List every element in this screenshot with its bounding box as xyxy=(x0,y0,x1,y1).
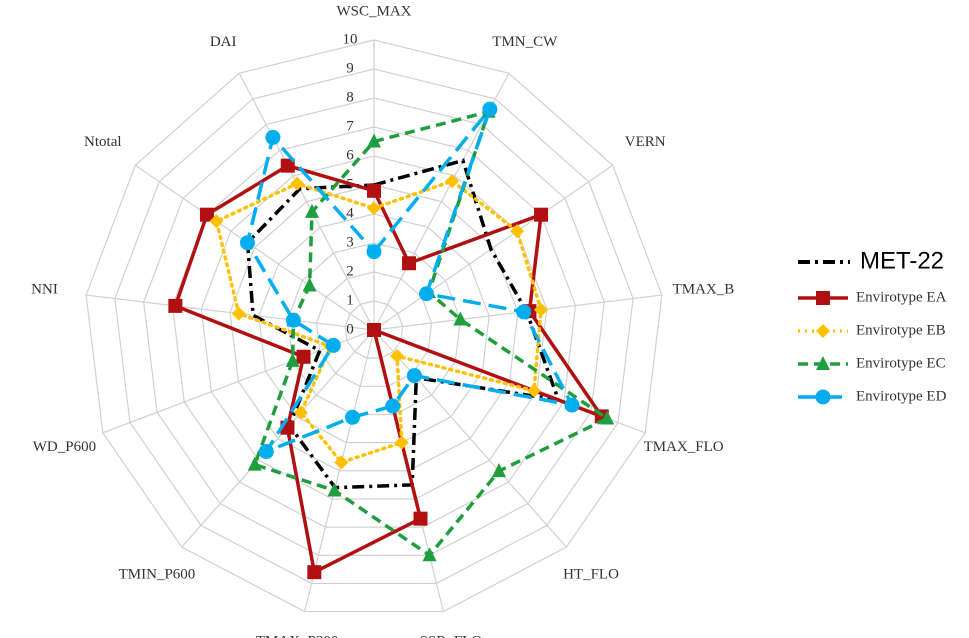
data-point xyxy=(307,565,322,580)
tick-label: 6 xyxy=(346,147,354,163)
axis-label: TMN_CW xyxy=(492,34,558,50)
data-point xyxy=(516,304,532,320)
spoke xyxy=(373,329,567,548)
data-point xyxy=(168,298,183,313)
data-point xyxy=(385,398,401,414)
axis-label: TMAX_P300 xyxy=(256,633,339,638)
data-point xyxy=(293,405,308,420)
data-point xyxy=(296,349,311,364)
series-line xyxy=(245,108,576,456)
data-point xyxy=(510,224,525,239)
data-point xyxy=(344,409,360,425)
tick-label: 0 xyxy=(346,321,354,337)
data-point xyxy=(367,183,381,198)
data-point xyxy=(285,352,300,367)
data-point xyxy=(280,158,295,173)
data-point xyxy=(231,306,246,321)
legend-marker xyxy=(815,389,831,405)
series-line xyxy=(173,163,607,575)
data-point xyxy=(445,174,460,189)
grid-ring xyxy=(229,184,519,472)
data-point xyxy=(564,397,580,413)
spoke xyxy=(373,164,614,331)
data-point xyxy=(240,235,256,251)
data-point xyxy=(327,482,342,497)
data-point xyxy=(199,207,214,222)
data-point xyxy=(305,203,320,218)
data-point xyxy=(290,176,305,191)
data-point xyxy=(367,133,381,148)
data-point xyxy=(533,302,548,317)
data-point xyxy=(419,286,435,302)
tick-label: 10 xyxy=(343,31,358,47)
spoke xyxy=(304,329,375,612)
legend-label: Envirotype EA xyxy=(856,289,947,305)
axis-label: SSR_FLO xyxy=(420,633,483,638)
axis-label: DAI xyxy=(210,34,237,50)
axis-label: WSC_MAX xyxy=(336,3,411,19)
grid-ring xyxy=(344,300,404,359)
data-point xyxy=(491,463,506,478)
data-point xyxy=(422,547,437,562)
data-point xyxy=(247,456,262,471)
data-point xyxy=(453,311,468,326)
tick-label: 4 xyxy=(346,205,354,221)
spoke xyxy=(86,294,375,331)
data-point xyxy=(482,101,498,117)
data-point xyxy=(325,337,341,353)
data-point xyxy=(413,511,428,526)
legend-label: Envirotype EB xyxy=(856,322,946,338)
data-point xyxy=(258,444,274,460)
data-point xyxy=(406,368,422,384)
spoke xyxy=(134,164,375,331)
data-point xyxy=(367,323,381,337)
tick-label: 7 xyxy=(346,118,354,134)
tick-label: 2 xyxy=(346,263,354,279)
grid-ring xyxy=(315,271,433,387)
spoke xyxy=(181,329,375,548)
axis-label: WD_P600 xyxy=(33,439,96,455)
axis-label: TMAX_B xyxy=(673,281,735,297)
tick-label: 8 xyxy=(346,89,354,105)
grid-ring xyxy=(114,68,634,585)
data-point xyxy=(390,349,405,364)
legend-label: MET-22 xyxy=(860,247,944,274)
data-point xyxy=(302,277,317,292)
data-point xyxy=(534,207,549,222)
grid-ring xyxy=(143,97,605,556)
legend-label: Envirotype EC xyxy=(856,355,946,371)
data-point xyxy=(600,410,615,425)
data-point xyxy=(526,383,541,398)
data-point xyxy=(367,201,381,216)
legend-label: Envirotype ED xyxy=(856,388,947,404)
data-point xyxy=(394,435,409,450)
axis-label: Ntotal xyxy=(84,134,122,150)
grid-ring xyxy=(258,213,490,444)
grid-ring xyxy=(287,242,461,416)
axis-label: VERN xyxy=(625,134,666,150)
data-point xyxy=(402,256,417,271)
tick-label: 1 xyxy=(346,292,354,308)
series-line xyxy=(214,179,543,465)
data-point xyxy=(285,312,301,328)
legend-marker xyxy=(816,324,830,338)
data-point xyxy=(366,244,382,260)
tick-label: 9 xyxy=(346,60,354,76)
data-point xyxy=(265,129,281,145)
axis-label: NNI xyxy=(31,281,58,297)
axis-label: TMAX_FLO xyxy=(644,439,724,455)
axis-label: TMIN_P600 xyxy=(119,566,196,582)
data-point xyxy=(334,455,349,470)
grid-ring xyxy=(200,155,548,500)
axis-label: HT_FLO xyxy=(563,566,619,582)
tick-label: 3 xyxy=(346,234,354,250)
legend-marker xyxy=(816,356,830,370)
data-point xyxy=(209,214,224,229)
grid-ring xyxy=(85,39,663,613)
spoke xyxy=(238,72,375,331)
legend-marker xyxy=(816,291,830,305)
